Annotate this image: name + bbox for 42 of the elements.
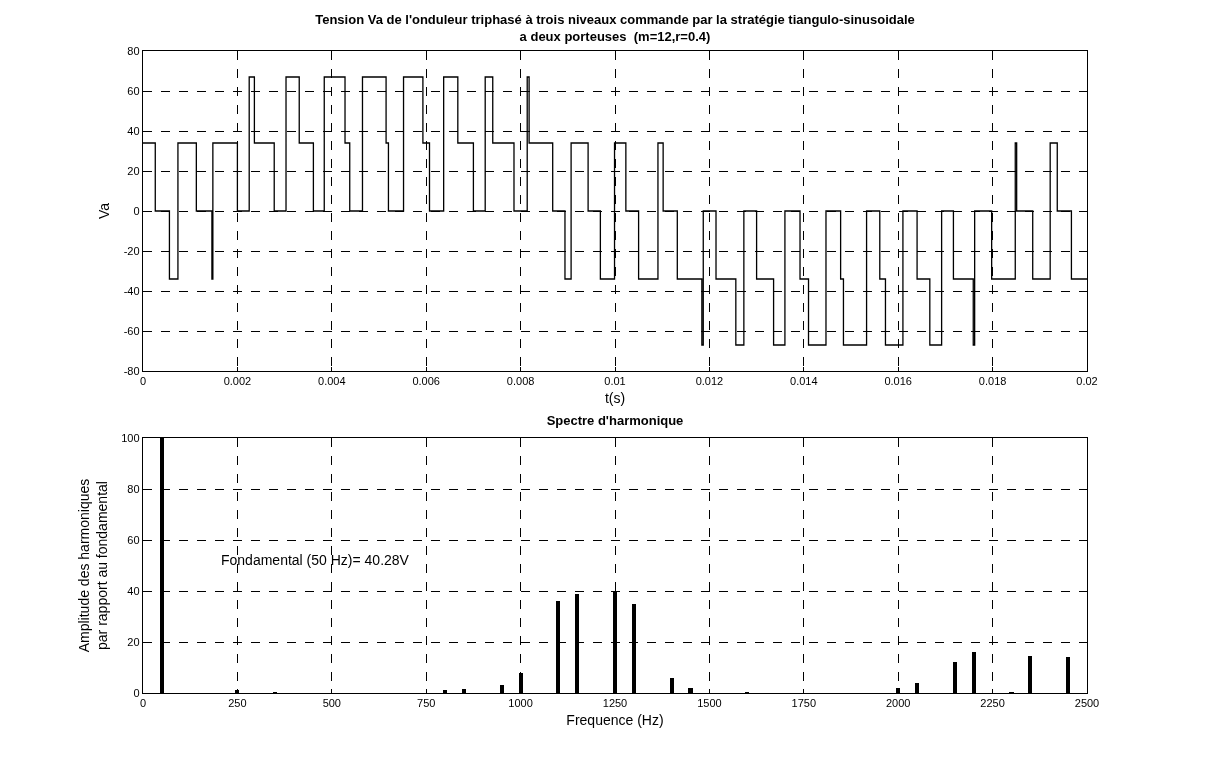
x-tick-label: 1750 — [791, 697, 817, 710]
x-tick-label: 2000 — [885, 697, 911, 710]
y-axis-title: Va — [96, 202, 113, 220]
y-tick-label: 40 — [127, 584, 140, 597]
x-tick-label: 1250 — [602, 697, 628, 710]
chart-title: Tension Va de l'onduleur triphasé à trois niveaux commande par la stratégie tiangulo-sinusoidale a deux porteuses (m=12,r=0.4) — [315, 12, 915, 44]
x-tick-label: 750 — [417, 697, 436, 710]
x-tick-label: 0.02 — [1076, 375, 1098, 388]
y-tick-label: -60 — [123, 324, 140, 337]
y-tick-label: 60 — [127, 533, 140, 546]
y-tick-label: 20 — [127, 635, 140, 648]
x-tick-label: 1500 — [697, 697, 722, 710]
x-tick-label: 250 — [228, 697, 247, 710]
x-tick-label: 2250 — [980, 697, 1005, 710]
y-tick-label: 40 — [127, 124, 140, 137]
y-tick-label: 80 — [127, 44, 140, 57]
y-axis-title: Amplitude des harmoniques par rapport au fondamental — [75, 478, 110, 653]
x-tick-label: 0.01 — [604, 375, 626, 388]
x-tick-label: 0.018 — [978, 375, 1007, 388]
y-tick-label: 0 — [133, 686, 140, 699]
y-tick-label: 20 — [127, 164, 140, 177]
x-tick-label: 500 — [322, 697, 341, 710]
annotation: Fondamental (50 Hz)= 40.28V — [221, 552, 410, 568]
x-axis-title: t(s) — [604, 389, 626, 406]
y-tick-label: 60 — [127, 84, 140, 97]
y-tick-label: 100 — [121, 431, 140, 444]
x-tick-label: 0.006 — [412, 375, 440, 388]
x-tick-label: 0.014 — [790, 375, 818, 388]
x-tick-label: 1000 — [508, 697, 533, 710]
x-tick-label: 0.004 — [318, 375, 346, 388]
y-tick-label: -20 — [123, 244, 140, 257]
x-tick-label: 0.008 — [506, 375, 535, 388]
x-tick-label: 0.012 — [695, 375, 724, 388]
x-tick-label: 0.016 — [884, 375, 912, 388]
y-tick-label: -80 — [123, 364, 140, 377]
x-axis-title: Frequence (Hz) — [566, 711, 664, 728]
x-tick-label: 0.002 — [223, 375, 252, 388]
x-tick-label: 2500 — [1074, 697, 1100, 710]
y-tick-label: 0 — [133, 204, 140, 217]
chart-title: Spectre d'harmonique — [546, 413, 684, 429]
y-tick-label: -40 — [123, 284, 140, 297]
y-tick-label: 80 — [127, 482, 140, 495]
